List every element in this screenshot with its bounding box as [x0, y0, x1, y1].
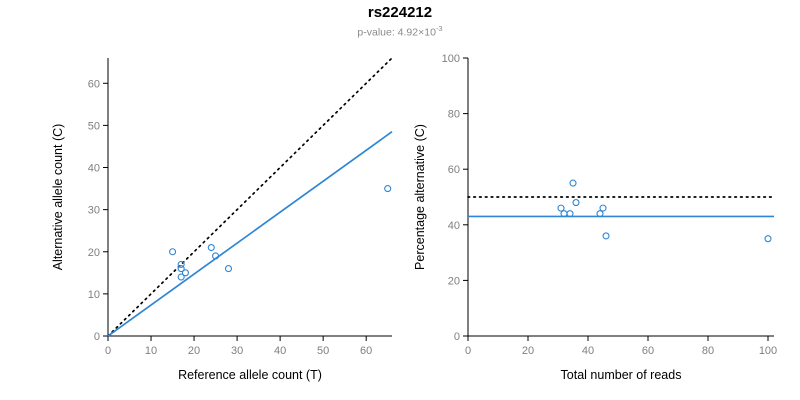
y-tick-label: 0: [454, 331, 460, 343]
x-axis-label: Total number of reads: [561, 368, 682, 382]
y-tick-label: 20: [88, 247, 100, 259]
x-tick-label: 20: [188, 345, 200, 357]
data-point: [177, 265, 185, 273]
data-point: [557, 204, 565, 212]
y-tick-label: 60: [88, 78, 100, 90]
x-tick-label: 60: [642, 345, 654, 357]
x-tick-label: 20: [522, 345, 534, 357]
pvalue-text: p-value: 4.92×10: [357, 26, 436, 39]
data-point: [224, 265, 233, 273]
right-scatter-svg: 0 20 40 60 80 100 0 20 40 60 80 100 Total number of …: [413, 53, 777, 382]
pvalue-exponent: -3: [435, 24, 443, 33]
y-tick-label: 100: [442, 53, 460, 65]
y-axis-label: Alternative allele count (C): [51, 124, 65, 271]
x-tick-label: 10: [145, 345, 157, 357]
data-point: [764, 235, 772, 243]
data-point: [181, 269, 190, 277]
x-tick-label: 40: [582, 345, 594, 357]
y-tick-label: 80: [448, 109, 460, 121]
x-tick-label: 0: [465, 345, 471, 357]
data-point: [596, 210, 604, 218]
data-point: [569, 179, 577, 187]
data-point: [177, 273, 185, 281]
plot-subtitle: p-value: 4.92×10-3: [0, 22, 800, 40]
data-point: [207, 243, 215, 252]
y-tick-label: 50: [88, 120, 100, 132]
data-point: [168, 248, 177, 256]
y-tick-label: 40: [448, 220, 460, 232]
plot-header: rs224212 p-value: 4.92×10-3: [0, 4, 800, 40]
y-tick-label: 10: [88, 289, 100, 301]
scatter-percentage-vs-reads: 0 20 40 60 80 100 0 20 40 60 80 100 Total number of …: [400, 42, 800, 399]
x-tick-label: 80: [702, 345, 714, 357]
y-tick-label: 0: [94, 331, 100, 343]
y-tick-label: 30: [88, 205, 100, 217]
data-point: [572, 199, 580, 207]
y-tick-label: 40: [88, 163, 100, 175]
x-tick-label: 60: [360, 345, 372, 357]
y-tick-label: 60: [448, 164, 460, 176]
data-point: [566, 210, 574, 218]
data-point: [212, 252, 220, 260]
x-tick-label: 100: [759, 345, 777, 357]
x-tick-label: 0: [105, 345, 111, 357]
x-tick-label: 30: [231, 345, 243, 357]
data-point: [602, 232, 610, 240]
y-axis-label: Percentage alternative (C): [413, 124, 427, 270]
x-axis-label: Reference allele count (T): [178, 368, 322, 382]
x-tick-label: 40: [274, 345, 286, 357]
scatter-allele-counts: 0 10 20 30 40 50 60 0 10 20 30 40 50 60 Reference alle…: [0, 42, 400, 399]
left-scatter-svg: 0 10 20 30 40 50 60 0 10 20 30 40 50 60 Reference alle…: [51, 57, 393, 382]
data-point: [599, 204, 607, 212]
x-tick-label: 50: [317, 345, 329, 357]
identity-line: [107, 57, 393, 337]
plot-title: rs224212: [367, 4, 433, 21]
y-tick-label: 20: [448, 275, 460, 287]
data-point: [177, 260, 185, 268]
data-point: [384, 185, 392, 193]
fit-line: [107, 131, 393, 337]
